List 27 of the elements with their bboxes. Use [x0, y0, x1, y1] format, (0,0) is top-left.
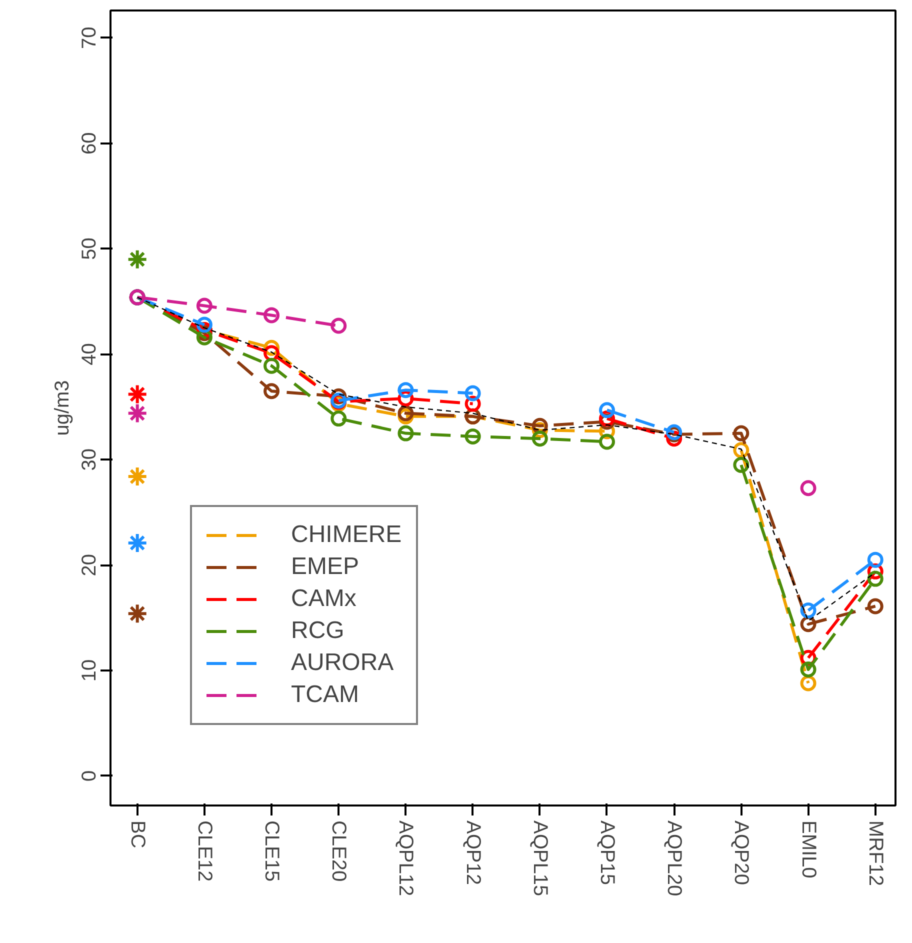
- x-tick-label: MRF12: [864, 820, 886, 886]
- x-tick-label: CLE15: [260, 820, 283, 882]
- x-tick-label: AQPL20: [663, 820, 686, 896]
- y-tick-label: 60: [78, 132, 100, 154]
- x-tick-label: BC: [126, 820, 148, 848]
- legend-label: AURORA: [291, 649, 394, 677]
- legend-label: CHIMERE: [291, 521, 402, 549]
- y-tick-label: 40: [78, 343, 100, 366]
- y-tick-label: 20: [78, 554, 100, 576]
- x-tick-label: CLE12: [193, 820, 216, 882]
- x-tick-label: AQP12: [462, 820, 484, 885]
- y-axis-title: ug/m3: [52, 380, 74, 436]
- legend-label: CAMx: [291, 585, 356, 613]
- y-tick-label: 10: [78, 659, 100, 682]
- x-tick-label: AQP20: [730, 820, 752, 885]
- y-tick-label: 70: [78, 26, 100, 50]
- y-tick-label: 50: [78, 238, 100, 260]
- legend-label: TCAM: [291, 681, 359, 709]
- y-tick-label: 30: [78, 448, 100, 471]
- legend-label: EMEP: [291, 553, 360, 581]
- x-tick-label: EMIL0: [797, 820, 820, 878]
- x-tick-label: CLE20: [328, 820, 350, 882]
- x-tick-label: AQPL12: [394, 820, 417, 896]
- y-tick-label: 0: [78, 770, 100, 782]
- x-tick-label: AQPL15: [528, 820, 551, 896]
- x-tick-label: AQP15: [596, 820, 618, 885]
- legend-label: RCG: [291, 617, 344, 645]
